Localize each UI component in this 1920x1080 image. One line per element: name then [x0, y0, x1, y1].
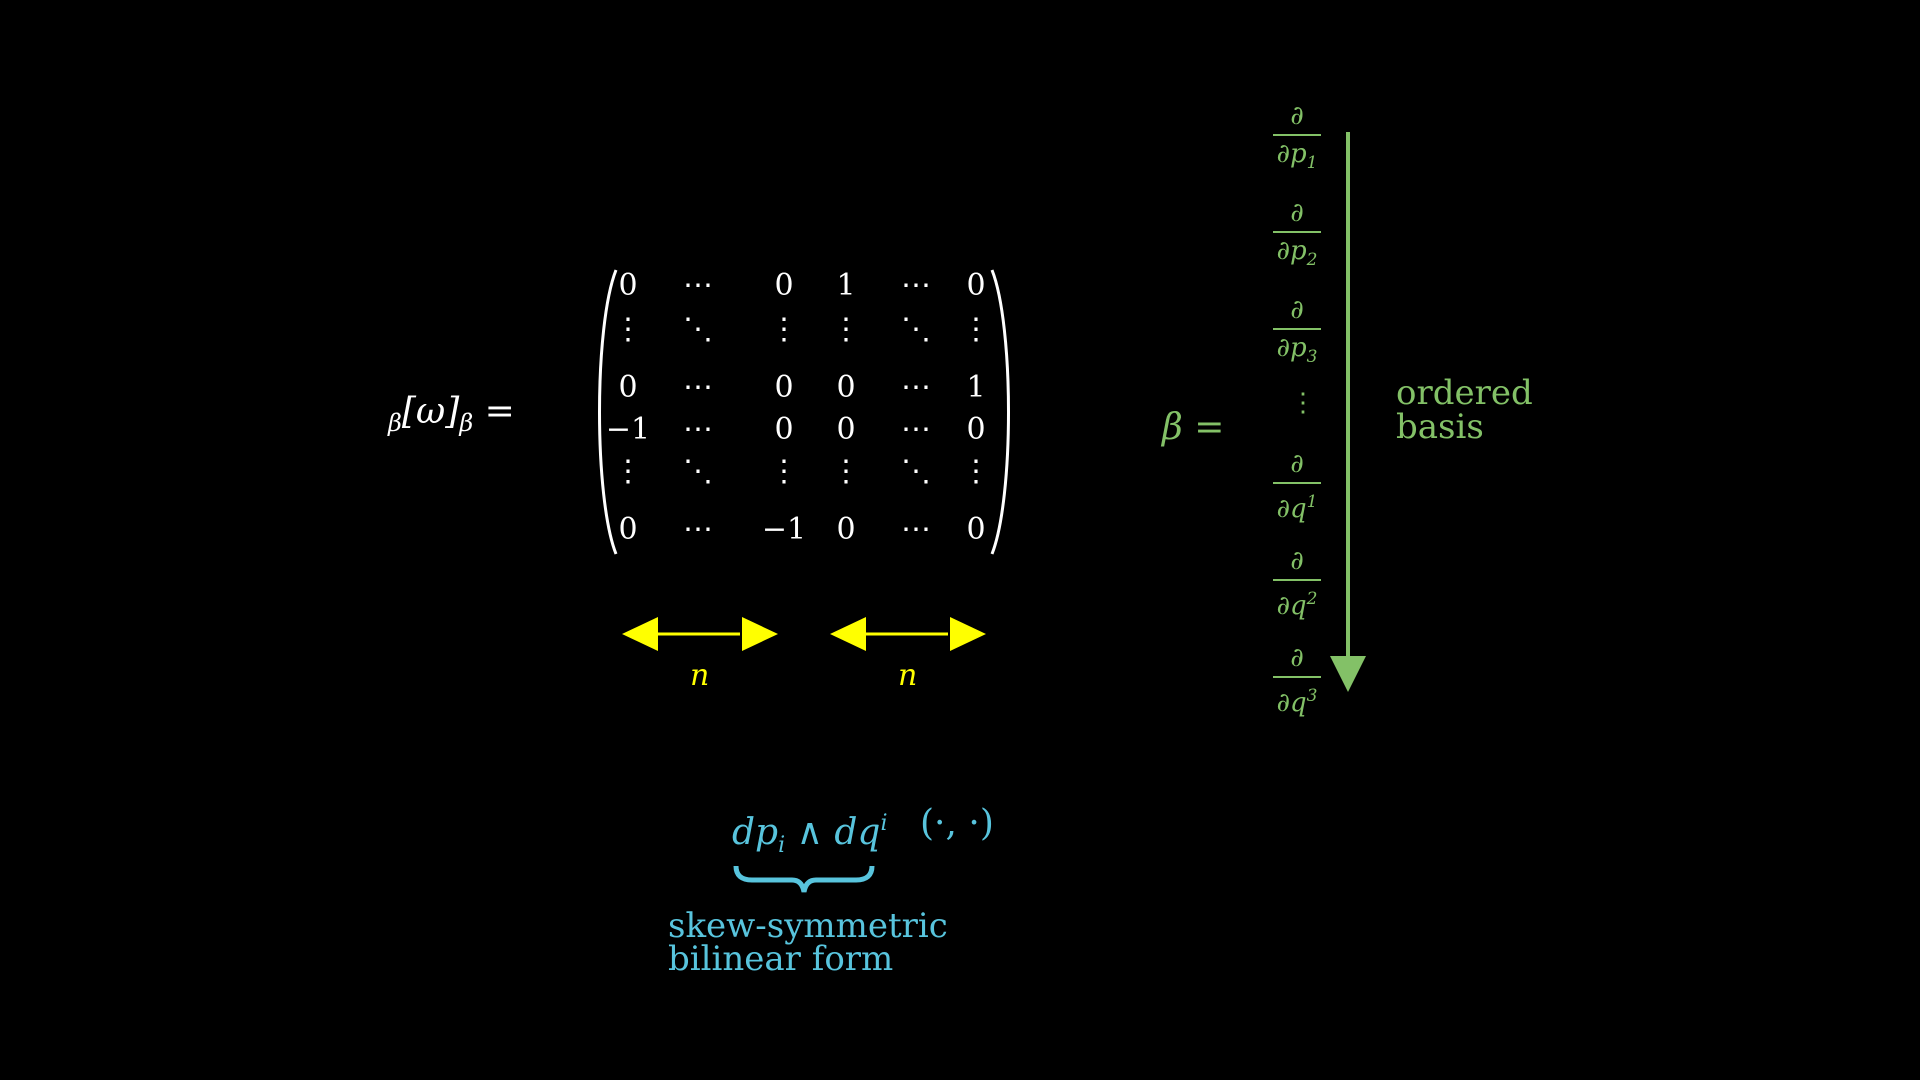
matrix-cell: ⋮ [831, 312, 861, 347]
matrix-cell: ⋮ [613, 454, 643, 489]
matrix-cell: ⋱ [683, 454, 713, 489]
matrix-cell: 0 [618, 370, 638, 405]
matrix-cell: 0 [966, 512, 986, 547]
matrix-cell: −1 [761, 512, 807, 547]
matrix-cell: ⋱ [901, 312, 931, 347]
matrix-cell: ⋯ [901, 412, 931, 447]
frac-den-sub: 1 [1306, 153, 1318, 173]
left-paren [598, 269, 618, 555]
frac-numerator: ∂ [1290, 546, 1304, 576]
ordered-basis-label: ordered basis [1396, 376, 1533, 444]
frac-den-sup: 1 [1306, 492, 1318, 512]
wedge-dq: ∧ dq [785, 812, 881, 853]
wedge-dq-sup: i [880, 811, 888, 836]
matrix-cell: ⋮ [613, 312, 643, 347]
frac-den-main: ∂q [1276, 494, 1307, 524]
basis-item-dp2: ∂ ∂p2 [1267, 197, 1327, 276]
ordered-basis-line1: ordered [1396, 373, 1533, 413]
frac-den-main: ∂p [1276, 236, 1307, 266]
lhs-equals: = [484, 391, 515, 432]
basis-vdots: ⋮ [1290, 388, 1316, 418]
frac-den-sup: 2 [1306, 589, 1318, 609]
matrix-cell: ⋱ [901, 454, 931, 489]
matrix-grid: 0 ⋯ 0 1 ⋯ 0 ⋮ ⋱ ⋮ ⋮ ⋱ ⋮ 0 ⋯ 0 0 ⋯ 1 −1 ⋯ 0 0 ⋯ 0 ⋮ ⋱ ⋮ ⋮ ⋱ ⋮ 0 ⋯ −1 0 ⋯ 0 [606, 266, 996, 558]
matrix-cell: 0 [966, 412, 986, 447]
frac-den-main: ∂q [1276, 591, 1307, 621]
matrix-cell: ⋯ [901, 268, 931, 303]
skew-label-line2: bilinear form [668, 939, 894, 979]
left-double-arrow [622, 617, 778, 651]
matrix-lhs-label: β[ω]β = [388, 384, 515, 451]
matrix-cell: ⋯ [683, 268, 713, 303]
matrix-cell: 1 [966, 370, 986, 405]
frac-numerator: ∂ [1290, 198, 1304, 228]
frac-numerator: ∂ [1290, 295, 1304, 325]
basis-item-dp3: ∂ ∂p3 [1267, 294, 1327, 373]
matrix-cell: 0 [618, 512, 638, 547]
matrix-cell: 0 [836, 370, 856, 405]
basis-item-dq2: ∂ ∂q2 [1267, 545, 1327, 622]
basis-item-dq1: ∂ ∂q1 [1267, 448, 1327, 525]
underbrace [733, 865, 875, 893]
matrix-cell: ⋱ [683, 312, 713, 347]
matrix-cell: ⋮ [831, 454, 861, 489]
basis-item-dq3: ∂ ∂q3 [1267, 642, 1327, 719]
frac-numerator: ∂ [1290, 101, 1304, 131]
matrix-cell: ⋮ [769, 312, 799, 347]
matrix-cell: 0 [618, 268, 638, 303]
matrix-cell: ⋯ [683, 512, 713, 547]
matrix-cell: ⋮ [961, 454, 991, 489]
matrix-cell: ⋮ [961, 312, 991, 347]
right-double-arrow [830, 617, 986, 651]
matrix-cell: 0 [774, 370, 794, 405]
matrix-cell: 0 [774, 268, 794, 303]
matrix-parentheses [598, 269, 1010, 555]
basis-down-arrow [1330, 132, 1366, 692]
left-n-label: n [690, 658, 710, 693]
matrix-cell: ⋯ [901, 370, 931, 405]
lhs-omega: [ω] [401, 391, 460, 432]
bilinear-pair-notation: (·, ·) [920, 803, 994, 844]
skew-label-line1: skew-symmetric [668, 906, 948, 946]
matrix-cell: −1 [605, 412, 651, 447]
wedge-dp-sub: i [778, 833, 786, 858]
matrix-cell: ⋯ [683, 412, 713, 447]
ordered-basis-line2: basis [1396, 407, 1484, 447]
wedge-dp: dp [732, 812, 779, 853]
basis-beta-equals: β = [1162, 407, 1225, 448]
skew-symmetric-label: skew-symmetric bilinear form [668, 906, 948, 979]
wedge-product-formula: dpi ∧ dqi [732, 800, 888, 870]
matrix-cell: ⋯ [901, 512, 931, 547]
frac-den-sup: 3 [1306, 686, 1318, 706]
frac-den-main: ∂p [1276, 139, 1307, 169]
matrix-cell: ⋯ [683, 370, 713, 405]
frac-den-sub: 3 [1306, 347, 1318, 367]
lhs-subscript-right: β [459, 409, 474, 437]
frac-den-main: ∂q [1276, 688, 1307, 718]
matrix-cell: 0 [836, 412, 856, 447]
matrix-cell: 0 [836, 512, 856, 547]
right-n-label: n [898, 658, 918, 693]
matrix-cell: 1 [836, 268, 856, 303]
frac-numerator: ∂ [1290, 643, 1304, 673]
frac-den-main: ∂p [1276, 333, 1307, 363]
matrix-cell: 0 [774, 412, 794, 447]
basis-item-dp1: ∂ ∂p1 [1267, 100, 1327, 179]
matrix-cell: ⋮ [769, 454, 799, 489]
right-paren [990, 269, 1010, 555]
symplectic-matrix: 0 ⋯ 0 1 ⋯ 0 ⋮ ⋱ ⋮ ⋮ ⋱ ⋮ 0 ⋯ 0 0 ⋯ 1 −1 ⋯ 0 0 ⋯ 0 ⋮ ⋱ ⋮ ⋮ ⋱ ⋮ 0 ⋯ −1 0 ⋯ 0 [592, 266, 1016, 558]
frac-numerator: ∂ [1290, 449, 1304, 479]
frac-den-sub: 2 [1306, 250, 1318, 270]
matrix-cell: 0 [966, 268, 986, 303]
lhs-subscript-left: β [388, 409, 402, 437]
